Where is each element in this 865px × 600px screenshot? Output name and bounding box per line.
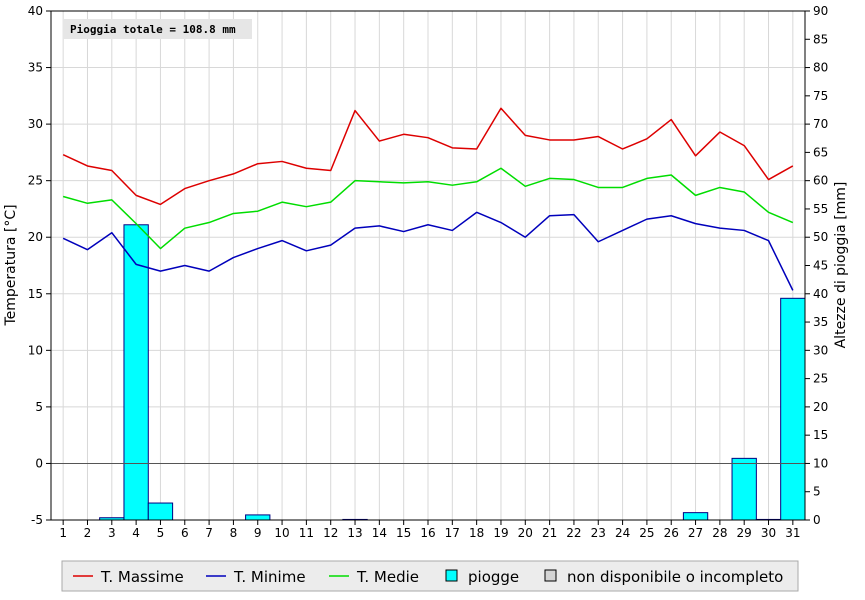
x-tick-label: 1: [59, 526, 67, 540]
x-tick-label: 31: [785, 526, 800, 540]
x-tick-label: 30: [761, 526, 776, 540]
right-tick-label: 20: [813, 400, 828, 414]
right-tick-label: 55: [813, 202, 828, 216]
left-tick-label: 30: [28, 117, 43, 131]
right-tick-label: 60: [813, 174, 828, 188]
x-tick-label: 25: [639, 526, 654, 540]
x-tick-label: 6: [181, 526, 189, 540]
right-tick-label: 0: [813, 513, 821, 527]
right-tick-label: 90: [813, 4, 828, 18]
left-tick-label: 5: [35, 400, 43, 414]
legend-swatch-piogge: [445, 569, 458, 582]
right-tick-label: 45: [813, 259, 828, 273]
x-tick-label: 13: [347, 526, 362, 540]
right-tick-label: 75: [813, 89, 828, 103]
rain-bar: [682, 512, 709, 521]
x-tick-label: 19: [493, 526, 508, 540]
x-tick-label: 2: [84, 526, 92, 540]
x-tick-label: 18: [469, 526, 484, 540]
left-tick-label: 35: [28, 61, 43, 75]
total-rain-box: Pioggia totale = 108.8 mm: [64, 19, 252, 39]
left-tick-label: 40: [28, 4, 43, 18]
x-tick-label: 14: [372, 526, 387, 540]
right-axis-ticks: 0 5 10 15 20 25 30 35 40 45 50 55 60 65 70 75 80 85 90: [805, 4, 828, 527]
right-tick-label: 10: [813, 456, 828, 470]
x-tick-label: 9: [254, 526, 262, 540]
x-tick-label: 23: [591, 526, 606, 540]
x-tick-label: 20: [518, 526, 533, 540]
x-tick-label: 22: [566, 526, 581, 540]
rain-bar: [245, 514, 271, 521]
x-tick-label: 11: [299, 526, 314, 540]
rain-bars: [99, 224, 806, 521]
x-tick-label: 17: [445, 526, 460, 540]
right-axis-title: Altezze di pioggia [mm]: [833, 182, 849, 349]
series-line-t-minime: [62, 211, 794, 291]
temperature-lines: [62, 107, 794, 291]
x-tick-label: 26: [664, 526, 679, 540]
right-tick-label: 50: [813, 230, 828, 244]
left-tick-label: 10: [28, 343, 43, 357]
legend-label-t-minime: T. Minime: [233, 568, 306, 586]
left-tick-label: 20: [28, 230, 43, 244]
right-tick-label: 80: [813, 61, 828, 75]
right-tick-label: 65: [813, 145, 828, 159]
total-rain-box-bg: [64, 19, 252, 39]
x-tick-label: 21: [542, 526, 557, 540]
x-tick-label: 24: [615, 526, 630, 540]
right-tick-label: 70: [813, 117, 828, 131]
x-tick-label: 12: [323, 526, 338, 540]
legend-swatch-non-disponibile: [544, 569, 557, 582]
right-tick-label: 85: [813, 32, 828, 46]
legend: T. Massime T. Minime T. Medie piogge non…: [61, 560, 799, 592]
x-tick-label: 10: [274, 526, 289, 540]
series-line-t-medie: [62, 167, 794, 250]
rain-bar: [731, 457, 757, 521]
legend-label-t-massime: T. Massime: [100, 568, 184, 586]
right-tick-label: 25: [813, 372, 828, 386]
legend-frame: [61, 560, 799, 592]
x-tick-label: 28: [712, 526, 727, 540]
total-rain-label: Pioggia totale = 108.8 mm: [70, 23, 236, 36]
x-tick-label: 29: [737, 526, 752, 540]
right-tick-label: 35: [813, 315, 828, 329]
rain-bar: [780, 297, 806, 521]
left-tick-label: 25: [28, 174, 43, 188]
legend-label-non-disponibile: non disponibile o incompleto: [567, 568, 783, 586]
x-axis-ticks: 1 2 3 4 5 6 7 8 9 10 11 12 13 14 15 16 17 18 19 20 21 22 23 24 2…: [59, 520, 800, 540]
right-tick-label: 15: [813, 428, 828, 442]
right-tick-label: 40: [813, 287, 828, 301]
series-line-t-massime: [62, 107, 794, 206]
x-tick-label: 27: [688, 526, 703, 540]
x-tick-label: 4: [132, 526, 140, 540]
x-tick-label: 5: [157, 526, 165, 540]
rain-bar: [147, 502, 174, 521]
left-tick-label: 15: [28, 287, 43, 301]
x-tick-label: 15: [396, 526, 411, 540]
x-tick-label: 3: [108, 526, 116, 540]
legend-label-t-medie: T. Medie: [356, 568, 419, 586]
x-tick-label: 16: [420, 526, 435, 540]
right-tick-label: 30: [813, 343, 828, 357]
left-axis-title: Temperatura [°C]: [3, 204, 19, 326]
legend-label-piogge: piogge: [468, 568, 519, 586]
x-tick-label: 8: [230, 526, 238, 540]
rain-bar: [123, 224, 149, 521]
left-axis-ticks: -5 0 5 10 15 20 25 30 35 40: [28, 4, 51, 527]
left-tick-label: -5: [31, 513, 43, 527]
right-tick-label: 5: [813, 485, 821, 499]
x-tick-label: 7: [205, 526, 213, 540]
left-tick-label: 0: [35, 456, 43, 470]
